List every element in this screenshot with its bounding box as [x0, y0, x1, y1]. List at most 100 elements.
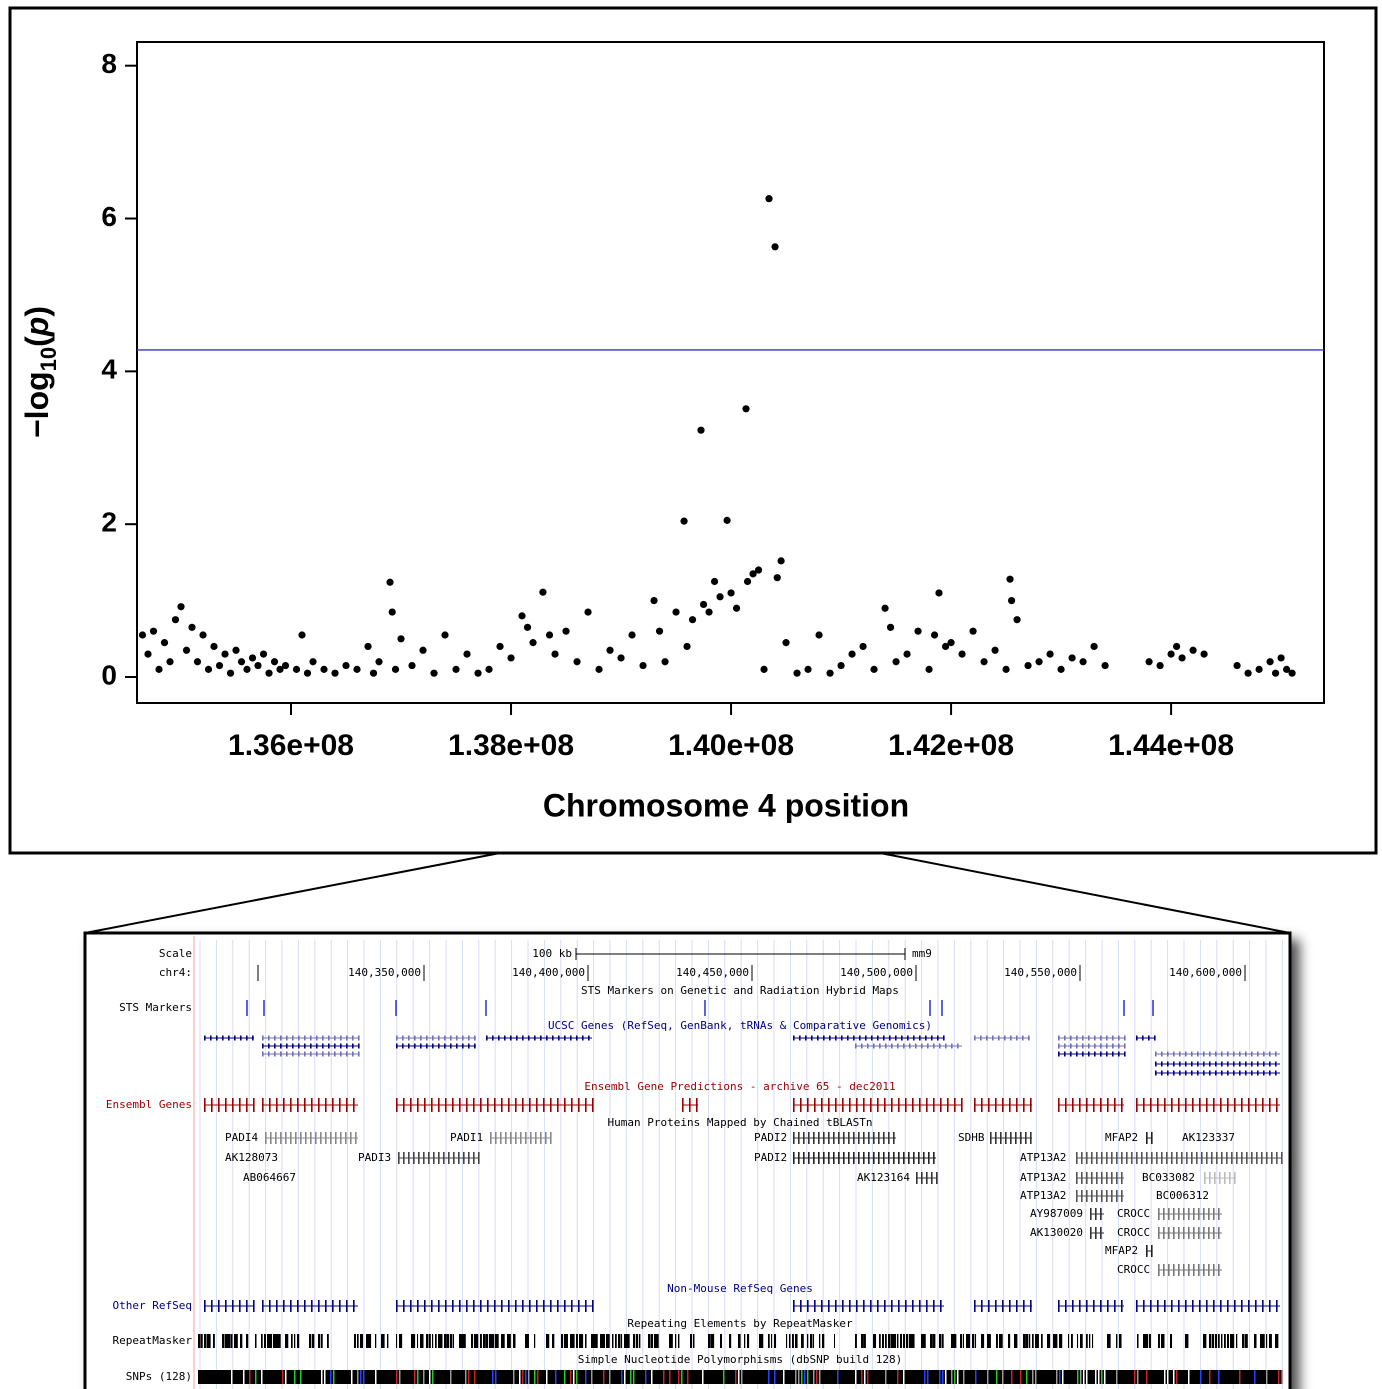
point [1046, 650, 1053, 657]
exon [1112, 1044, 1114, 1049]
exon [1164, 1098, 1166, 1112]
exon [1091, 1190, 1093, 1202]
exon [1005, 1132, 1007, 1144]
exon [933, 1098, 935, 1112]
exon [1106, 1052, 1108, 1057]
exon [310, 1132, 312, 1144]
exon [843, 1132, 845, 1144]
snp [555, 1370, 557, 1384]
exon [1124, 1036, 1126, 1041]
track-title: STS Markers on Genetic and Radiation Hyb… [581, 984, 899, 997]
exon [1179, 1071, 1181, 1076]
exon [838, 1132, 840, 1144]
exon [1185, 1062, 1187, 1067]
repeat [426, 1334, 428, 1348]
exon [346, 1098, 348, 1112]
exon [863, 1132, 865, 1144]
repeat [483, 1334, 486, 1348]
exon [1030, 1132, 1032, 1144]
exon [468, 1044, 470, 1049]
point [1035, 658, 1042, 665]
exon [456, 1044, 458, 1049]
point [628, 631, 635, 638]
repeat [651, 1334, 653, 1348]
exon [1161, 1052, 1163, 1057]
exon [1275, 1062, 1277, 1067]
exon [1023, 1300, 1025, 1312]
snp [807, 1370, 809, 1384]
exon [274, 1036, 276, 1041]
snp [1101, 1370, 1103, 1384]
exon [1161, 1062, 1163, 1067]
exon [570, 1036, 572, 1041]
point [1266, 658, 1273, 665]
exon [1209, 1071, 1211, 1076]
point [755, 566, 762, 573]
exon [1154, 1036, 1156, 1041]
x-tick-label: 1.36e+08 [228, 729, 354, 762]
exon [438, 1044, 440, 1049]
point [1200, 650, 1207, 657]
repeat [1275, 1334, 1278, 1348]
repeat [972, 1334, 974, 1348]
snp [1098, 1370, 1100, 1384]
exon [204, 1036, 206, 1041]
y-tick-label: 0 [101, 659, 117, 690]
gene-label: MFAP2 [1105, 1244, 1138, 1257]
exon [1173, 1264, 1175, 1276]
exon [270, 1132, 272, 1144]
exon [478, 1152, 480, 1164]
exon [402, 1036, 404, 1041]
exon [807, 1098, 809, 1112]
exon [234, 1036, 236, 1041]
snp [321, 1370, 323, 1384]
exon [510, 1036, 512, 1041]
exon [310, 1036, 312, 1041]
exon [1221, 1071, 1223, 1076]
exon [853, 1152, 855, 1164]
point [733, 605, 740, 612]
exon [1204, 1172, 1206, 1184]
exon [1072, 1300, 1074, 1312]
exon [939, 1044, 941, 1049]
exon [473, 1152, 475, 1164]
point [1277, 654, 1284, 661]
exon [1086, 1190, 1088, 1202]
exon [903, 1152, 905, 1164]
exon [352, 1052, 354, 1057]
exon [1095, 1227, 1097, 1239]
snp [333, 1370, 335, 1384]
exon [262, 1044, 264, 1049]
exon [879, 1044, 881, 1049]
exon [1107, 1300, 1109, 1312]
exon [408, 1044, 410, 1049]
exon [1236, 1152, 1238, 1164]
exon [912, 1098, 914, 1112]
snp [1200, 1370, 1202, 1384]
point [254, 662, 261, 669]
exon [878, 1152, 880, 1164]
exon [540, 1132, 542, 1144]
exon [1255, 1098, 1257, 1112]
exon [1155, 1062, 1157, 1067]
exon [1246, 1152, 1248, 1164]
exon [398, 1152, 400, 1164]
exon [898, 1098, 900, 1112]
repeat [1047, 1334, 1050, 1348]
exon [546, 1036, 548, 1041]
repeat [873, 1334, 876, 1348]
snp [1035, 1370, 1037, 1384]
repeat [204, 1334, 207, 1348]
exon [1150, 1300, 1152, 1312]
exon [1151, 1132, 1153, 1144]
point [892, 658, 899, 665]
repeat [708, 1334, 711, 1348]
exon [1206, 1098, 1208, 1112]
y-tick-label: 2 [101, 507, 117, 538]
repeat [834, 1334, 835, 1348]
point [320, 666, 327, 673]
exon [346, 1300, 348, 1312]
gene-label: PADI2 [754, 1151, 787, 1164]
point [870, 666, 877, 673]
exon [558, 1036, 560, 1041]
